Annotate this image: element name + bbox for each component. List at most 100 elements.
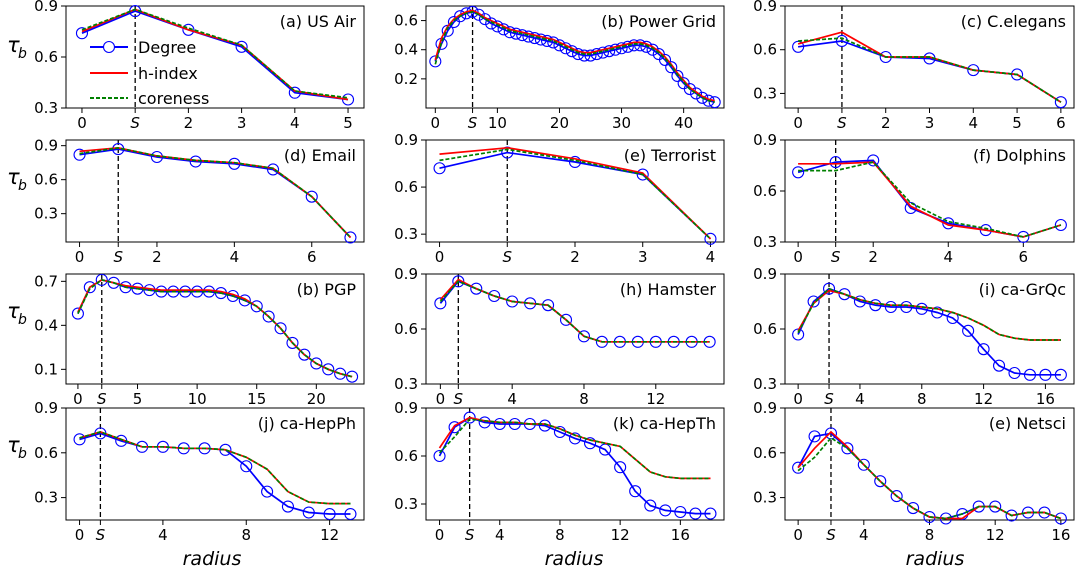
panel-title: (a) US Air	[280, 12, 357, 31]
y-tick-label: 0.6	[34, 444, 58, 462]
x-tick-label: 30	[612, 114, 631, 132]
data-point-degree	[302, 506, 315, 519]
x-tick-label: S	[465, 526, 475, 544]
legend-marker-degree	[102, 40, 116, 54]
data-point-degree	[857, 458, 870, 471]
y-tick-label: 0.2	[394, 70, 418, 88]
data-point-degree	[433, 162, 446, 175]
x-tick-label: 20	[550, 114, 569, 132]
y-tick-label: 0.6	[34, 171, 58, 189]
x-tick-label: 4	[855, 390, 865, 408]
x-tick-label: 5	[133, 390, 143, 408]
y-axis-title-row-1: τ b	[7, 33, 27, 62]
data-point-degree	[708, 96, 721, 109]
data-point-degree	[658, 53, 672, 66]
data-point-degree	[344, 507, 357, 521]
series-line-coreness	[797, 436, 1062, 520]
x-tick-label: 8	[579, 390, 589, 408]
x-tick-label: 6	[1019, 248, 1029, 266]
panel-9: 0 S 4 8 12 16 0.3 0.6 0.9 (i) ca-GrQc	[753, 265, 1075, 408]
x-tick-label: S	[130, 114, 140, 132]
data-point-degree	[267, 163, 280, 176]
data-point-degree	[838, 288, 851, 301]
legend-label: h-index	[138, 64, 198, 83]
x-tick-label: 10	[188, 390, 207, 408]
y-tick-label: 0.9	[34, 0, 58, 15]
data-point-degree	[696, 91, 709, 104]
x-tick-label: 4	[495, 526, 505, 544]
plot-frame	[425, 407, 725, 521]
x-tick-label: 40	[674, 114, 693, 132]
y-axis-title-subscript: b	[18, 46, 27, 62]
data-point-degree	[690, 87, 703, 100]
data-point-degree	[528, 32, 541, 45]
data-point-degree	[281, 500, 294, 513]
y-axis-title-row-4: τ b	[7, 433, 27, 462]
data-point-degree	[915, 302, 928, 315]
data-point-degree	[71, 307, 84, 320]
data-point-degree	[665, 61, 678, 74]
series-line-h-index	[434, 9, 715, 102]
x-tick-label: 4	[290, 114, 300, 132]
series-line-degree	[797, 432, 1062, 520]
data-point-degree	[807, 295, 820, 308]
x-tick-label: 12	[974, 390, 993, 408]
data-point-degree	[235, 40, 248, 53]
y-tick-label: 0.1	[34, 360, 58, 378]
series-line-coreness	[81, 8, 349, 99]
y-tick-label: 0.3	[34, 205, 58, 223]
data-point-degree	[73, 148, 86, 161]
panel-10: 0 S 4 8 12 0.3 0.6 0.9 (j) ca-HepPh	[34, 399, 365, 544]
data-point-degree	[310, 357, 323, 370]
y-tick-label: 0.9	[34, 399, 58, 417]
x-tick-label: 4	[706, 248, 716, 266]
data-point-degree	[448, 421, 461, 434]
panel-8: 0 S 4 8 12 0.3 0.6 0.9 (h) Hamster	[394, 265, 725, 408]
data-point-degree	[704, 232, 717, 245]
x-tick-label: 4	[859, 526, 869, 544]
panel-6: 0 S 2 4 6 0.3 0.6 0.9 (f) Dolphins	[753, 131, 1075, 266]
x-tick-label: 0	[793, 114, 803, 132]
y-tick-label: 0.6	[394, 178, 418, 196]
series-line-degree	[438, 416, 711, 515]
data-point-degree	[238, 294, 251, 307]
y-tick-label: 0.3	[753, 84, 777, 102]
x-tick-label: 4	[943, 248, 953, 266]
x-tick-label: 2	[152, 248, 162, 266]
data-point-degree	[261, 485, 274, 498]
data-point-degree	[615, 42, 628, 55]
y-tick-label: 0.9	[394, 399, 418, 417]
panel-2: 0 S 10 20 30 40 0.2 0.4 0.6 (b) Power Grid	[394, 5, 725, 132]
data-point-degree	[534, 33, 547, 46]
data-point-degree	[904, 201, 917, 215]
data-point-degree	[644, 499, 657, 512]
data-point-degree	[341, 93, 355, 106]
x-axis-title-col-3: radius	[906, 548, 965, 570]
data-point-degree	[182, 23, 195, 36]
series-line-h-index	[79, 431, 351, 505]
data-point-degree	[590, 48, 603, 61]
x-tick-label: 5	[1012, 114, 1022, 132]
data-point-degree	[322, 363, 335, 376]
data-point-degree	[614, 461, 627, 474]
data-point-degree	[992, 359, 1006, 372]
y-tick-label: 0.9	[753, 265, 777, 283]
data-point-degree	[1039, 368, 1052, 381]
data-point-degree	[334, 367, 347, 380]
panel-title: (h) Hamster	[620, 280, 717, 299]
y-tick-label: 0.3	[753, 233, 777, 251]
x-tick-label: 0	[793, 526, 803, 544]
y-axis-title-symbol: τ	[7, 165, 20, 189]
data-point-degree	[596, 46, 609, 59]
data-point-degree	[599, 443, 612, 456]
series-line-coreness	[79, 147, 352, 239]
x-tick-label: S	[831, 248, 841, 266]
panel-5: 0 S 2 3 4 0.3 0.6 0.9 (e) Terrorist	[394, 131, 725, 266]
x-tick-label: 0	[75, 526, 85, 544]
data-point-degree	[433, 449, 446, 463]
y-tick-label: 0.3	[394, 225, 418, 243]
data-point-degree	[578, 49, 591, 62]
data-point-degree	[274, 322, 287, 335]
x-tick-label: S	[113, 248, 123, 266]
